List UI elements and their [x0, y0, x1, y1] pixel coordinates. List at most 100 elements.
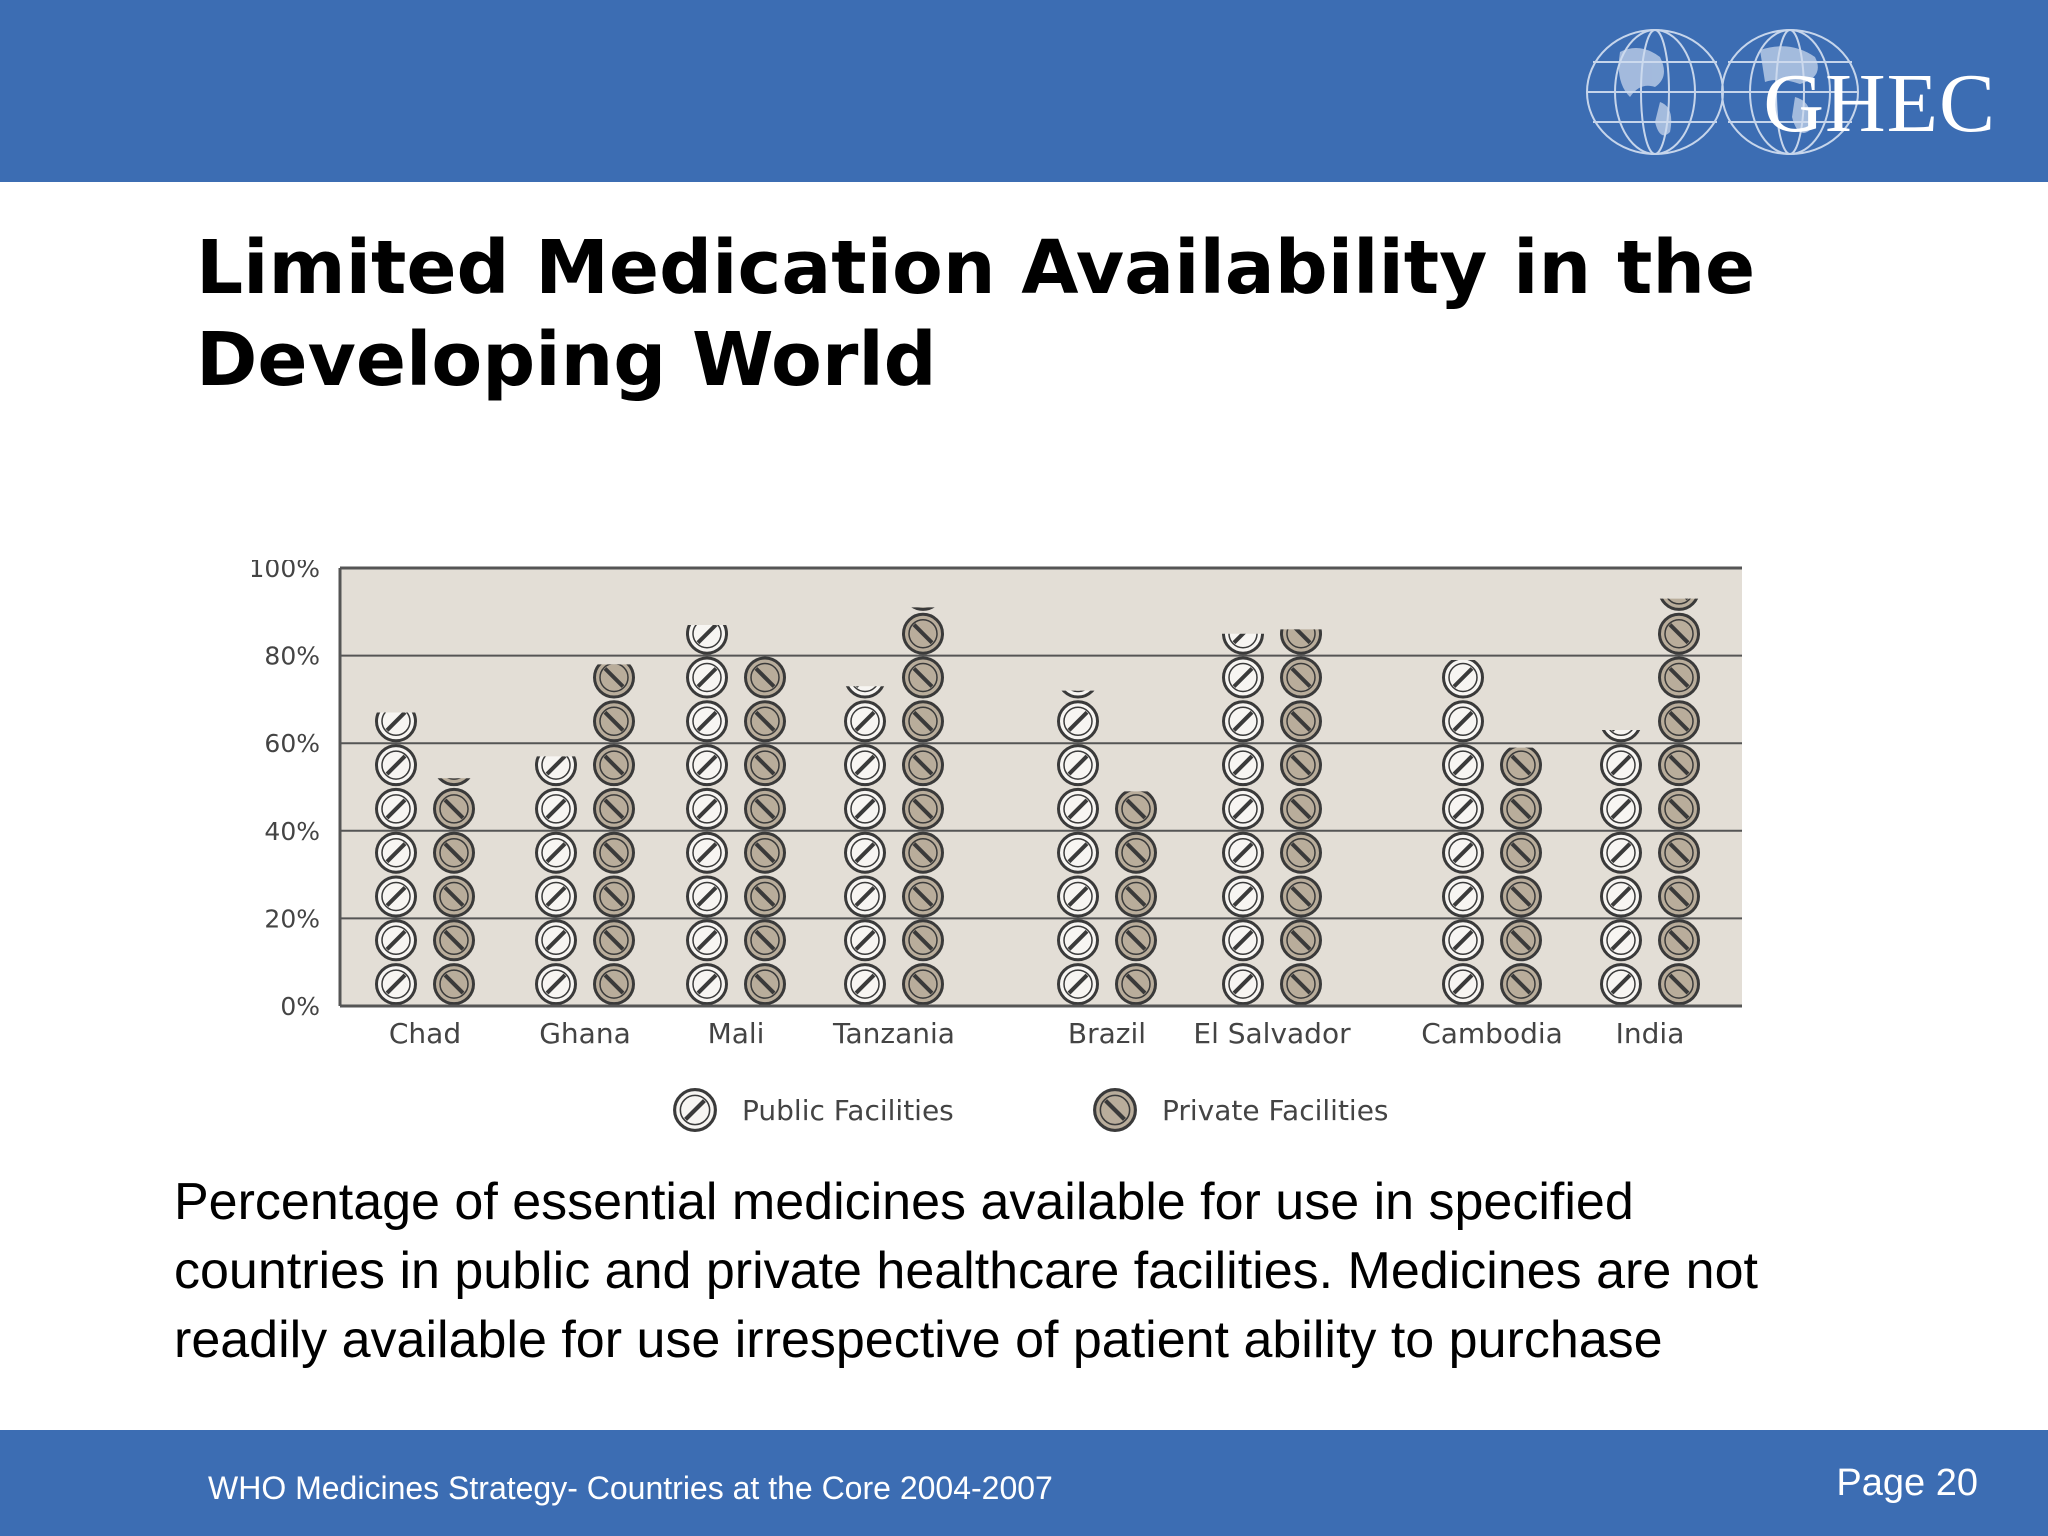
slide-title: Limited Medication Availability in the D…	[196, 222, 1896, 406]
x-tick-label: El Salvador	[1193, 1017, 1351, 1050]
y-axis-ticks: 0% 20% 40% 60% 80% 100%	[252, 560, 320, 1021]
pill-mark	[685, 962, 729, 1006]
pill-mark	[374, 831, 418, 875]
pill-mark	[1221, 918, 1265, 962]
pill-mark	[374, 743, 418, 787]
pill-mark	[743, 656, 787, 699]
pill-mark	[743, 875, 787, 918]
pill-mark	[685, 875, 729, 918]
pill-mark	[1499, 918, 1543, 962]
y-tick-label: 40%	[264, 817, 320, 846]
pill-mark	[1657, 699, 1701, 743]
pill-mark	[901, 743, 945, 787]
bar-private	[1114, 791, 1158, 1006]
pill-mark	[1441, 659, 1485, 699]
footer-bar	[0, 1430, 2048, 1536]
pill-mark	[1657, 918, 1701, 962]
x-tick-label: Cambodia	[1421, 1017, 1563, 1050]
pill-mark	[1657, 656, 1701, 699]
pill-mark	[592, 962, 636, 1006]
page-number: Page 20	[1836, 1462, 1978, 1504]
pill-mark	[592, 743, 636, 787]
caption-line-1: Percentage of essential medicines availa…	[174, 1173, 1634, 1231]
pill-mark	[1056, 962, 1100, 1006]
pill-mark	[374, 875, 418, 918]
pill-mark	[1441, 699, 1485, 743]
legend-private-icon	[1095, 1090, 1136, 1131]
legend: Public Facilities Private Facilities	[675, 1090, 1389, 1131]
legend-private-label: Private Facilities	[1162, 1094, 1389, 1127]
pill-mark	[843, 831, 887, 875]
pill-mark	[843, 875, 887, 918]
pill-mark	[901, 699, 945, 743]
pill-mark	[1221, 831, 1265, 875]
pill-mark	[1657, 612, 1701, 656]
caption-line-2: countries in public and private healthca…	[174, 1242, 1758, 1300]
pill-mark	[901, 962, 945, 1006]
pill-mark	[743, 743, 787, 787]
pill-mark	[685, 656, 729, 699]
pill-mark	[1599, 962, 1643, 1006]
x-tick-label: Chad	[389, 1017, 461, 1050]
pill-mark	[685, 699, 729, 743]
pill-mark	[743, 699, 787, 743]
pill-mark	[1056, 743, 1100, 787]
pill-mark	[1657, 743, 1701, 787]
pill-mark	[843, 918, 887, 962]
pill-mark	[1441, 962, 1485, 1006]
pill-mark	[1279, 656, 1323, 699]
pill-mark	[901, 831, 945, 875]
pill-mark	[432, 918, 476, 962]
pill-mark	[1657, 831, 1701, 875]
pill-mark	[901, 612, 945, 656]
availability-chart: 0% 20% 40% 60% 80% 100% Chad Ghana Mali Tanzania…	[252, 560, 1742, 1140]
pill-mark	[1657, 787, 1701, 831]
pill-mark	[1114, 962, 1158, 1006]
pill-mark	[1499, 787, 1543, 831]
pill-mark	[1114, 918, 1158, 962]
pill-mark	[685, 787, 729, 831]
pill-mark	[534, 918, 578, 962]
pill-mark	[743, 787, 787, 831]
pill-mark	[534, 787, 578, 831]
pill-mark	[1657, 875, 1701, 918]
pill-mark	[1499, 747, 1543, 787]
pill-mark	[1056, 875, 1100, 918]
footer-source: WHO Medicines Strategy- Countries at the…	[208, 1470, 1053, 1506]
pill-mark	[432, 875, 476, 918]
pill-mark	[1279, 875, 1323, 918]
pill-mark	[1657, 962, 1701, 1006]
pill-mark	[1114, 791, 1158, 831]
pill-mark	[534, 875, 578, 918]
caption-line-3: readily available for use irrespective o…	[174, 1311, 1663, 1369]
x-tick-label: Tanzania	[832, 1017, 955, 1050]
y-tick-label: 60%	[264, 729, 320, 758]
y-tick-label: 20%	[264, 904, 320, 933]
pill-mark	[1599, 875, 1643, 918]
globe-logo-icon	[1586, 29, 1859, 155]
pill-mark	[1441, 831, 1485, 875]
x-tick-label: Brazil	[1068, 1017, 1146, 1050]
pill-mark	[432, 831, 476, 875]
bar-public	[1221, 633, 1265, 1006]
pill-mark	[592, 875, 636, 918]
pill-mark	[1221, 875, 1265, 918]
pill-mark	[374, 918, 418, 962]
pill-mark	[432, 787, 476, 831]
pill-mark	[1441, 743, 1485, 787]
bar-public	[685, 624, 729, 1006]
pill-mark	[1599, 743, 1643, 787]
pill-mark	[901, 918, 945, 962]
pill-mark	[743, 962, 787, 1006]
title-line-2: Developing World	[196, 317, 937, 403]
pill-mark	[592, 787, 636, 831]
pill-mark	[1221, 962, 1265, 1006]
pill-mark	[374, 787, 418, 831]
header-bar: GHEC	[0, 0, 2048, 182]
pill-mark	[1599, 831, 1643, 875]
legend-public-icon	[675, 1090, 716, 1131]
slide-caption: Percentage of essential medicines availa…	[174, 1168, 2004, 1375]
pill-mark	[1279, 743, 1323, 787]
pill-mark	[1499, 875, 1543, 918]
pill-mark	[1056, 699, 1100, 743]
